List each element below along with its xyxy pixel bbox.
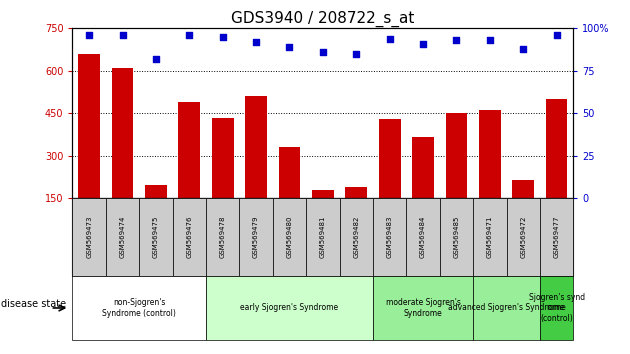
Point: [318, 49, 328, 55]
Text: disease state: disease state: [1, 299, 66, 309]
Text: non-Sjogren's
Syndrome (control): non-Sjogren's Syndrome (control): [102, 298, 176, 318]
Text: GSM569477: GSM569477: [554, 216, 559, 258]
Bar: [479, 110, 501, 198]
Bar: [212, 118, 234, 198]
Bar: [512, 180, 534, 198]
Bar: [312, 190, 334, 198]
Text: GSM569481: GSM569481: [320, 216, 326, 258]
Bar: [245, 96, 267, 198]
Text: GSM569475: GSM569475: [153, 216, 159, 258]
Bar: [412, 137, 434, 198]
Point: [251, 39, 261, 45]
Text: GSM569485: GSM569485: [454, 216, 459, 258]
Bar: [445, 113, 467, 198]
Bar: [278, 147, 301, 198]
Point: [418, 41, 428, 46]
Point: [485, 38, 495, 43]
Text: GSM569479: GSM569479: [253, 216, 259, 258]
Text: GSM569483: GSM569483: [387, 216, 392, 258]
Bar: [178, 102, 200, 198]
Text: GSM569480: GSM569480: [287, 216, 292, 258]
Point: [552, 32, 562, 38]
Point: [518, 46, 529, 52]
Bar: [379, 119, 401, 198]
Point: [352, 51, 362, 57]
Text: GSM569478: GSM569478: [220, 216, 226, 258]
Point: [218, 34, 228, 40]
Point: [285, 44, 295, 50]
Bar: [145, 185, 167, 198]
Text: Sjogren’s synd
rome
(control): Sjogren’s synd rome (control): [529, 293, 585, 323]
Text: GSM569471: GSM569471: [487, 216, 493, 258]
Text: early Sjogren's Syndrome: early Sjogren's Syndrome: [241, 303, 338, 313]
Text: GSM569476: GSM569476: [186, 216, 192, 258]
Point: [185, 32, 195, 38]
Text: advanced Sjogren's Syndrome: advanced Sjogren's Syndrome: [449, 303, 564, 313]
Bar: [546, 99, 568, 198]
Text: moderate Sjogren's
Syndrome: moderate Sjogren's Syndrome: [386, 298, 461, 318]
Point: [452, 38, 462, 43]
Bar: [112, 68, 134, 198]
Bar: [345, 187, 367, 198]
Bar: [78, 54, 100, 198]
Point: [151, 56, 161, 62]
Title: GDS3940 / 208722_s_at: GDS3940 / 208722_s_at: [231, 11, 415, 27]
Text: GSM569473: GSM569473: [86, 216, 92, 258]
Point: [118, 32, 128, 38]
Point: [385, 36, 395, 41]
Text: GSM569484: GSM569484: [420, 216, 426, 258]
Text: GSM569474: GSM569474: [120, 216, 125, 258]
Text: GSM569482: GSM569482: [353, 216, 359, 258]
Text: GSM569472: GSM569472: [520, 216, 526, 258]
Point: [84, 32, 94, 38]
